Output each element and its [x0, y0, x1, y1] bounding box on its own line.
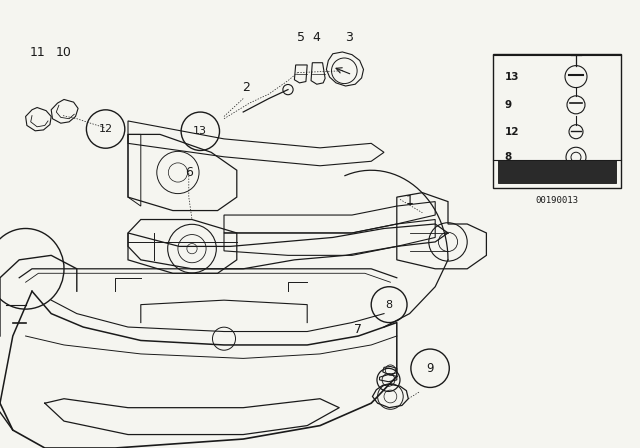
Text: 2: 2: [243, 81, 250, 94]
Text: 3: 3: [345, 30, 353, 44]
Text: 12: 12: [505, 127, 519, 137]
Text: 5: 5: [297, 30, 305, 44]
Text: 11: 11: [29, 46, 45, 60]
Text: 6: 6: [185, 166, 193, 179]
Text: 13: 13: [193, 126, 207, 136]
Text: 7: 7: [355, 323, 362, 336]
Bar: [498, 160, 616, 183]
Text: 4: 4: [313, 30, 321, 44]
Text: 13: 13: [505, 72, 519, 82]
Text: 8: 8: [505, 152, 512, 162]
Text: 1: 1: [406, 194, 413, 207]
Bar: [493, 54, 621, 188]
Text: 12: 12: [99, 124, 113, 134]
Text: 9: 9: [505, 100, 512, 110]
Text: 9: 9: [426, 362, 434, 375]
Text: 8: 8: [385, 300, 393, 310]
Text: 00190013: 00190013: [535, 196, 579, 205]
Text: 10: 10: [56, 46, 72, 60]
